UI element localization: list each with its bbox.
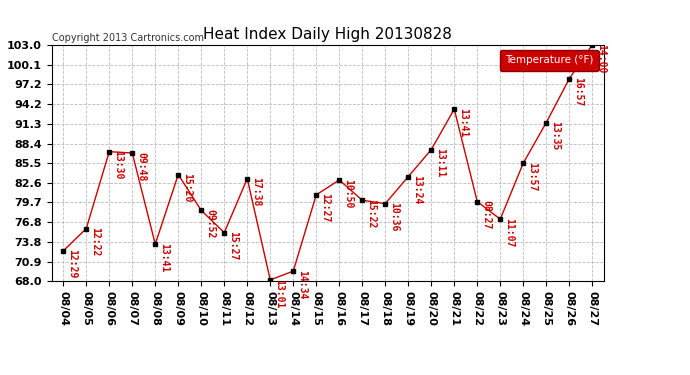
Text: 13:35: 13:35 bbox=[551, 121, 560, 151]
Text: 12:27: 12:27 bbox=[320, 194, 331, 223]
Text: 09:48: 09:48 bbox=[137, 152, 146, 181]
Text: 15:20: 15:20 bbox=[182, 173, 193, 202]
Text: 11:07: 11:07 bbox=[504, 218, 515, 247]
Text: 15:22: 15:22 bbox=[366, 199, 377, 228]
Text: 14:00: 14:00 bbox=[596, 44, 607, 73]
Text: 10:50: 10:50 bbox=[344, 178, 353, 208]
Text: 14:34: 14:34 bbox=[297, 270, 308, 299]
Text: 13:30: 13:30 bbox=[113, 150, 124, 180]
Legend: Temperature (°F): Temperature (°F) bbox=[500, 50, 598, 70]
Text: 08:27: 08:27 bbox=[482, 200, 491, 230]
Text: 16:57: 16:57 bbox=[573, 77, 584, 107]
Text: 13:11: 13:11 bbox=[435, 148, 446, 178]
Text: 13:01: 13:01 bbox=[275, 279, 284, 308]
Text: 13:24: 13:24 bbox=[413, 175, 422, 205]
Text: 13:41: 13:41 bbox=[159, 243, 170, 272]
Text: 10:36: 10:36 bbox=[389, 202, 400, 232]
Text: 12:22: 12:22 bbox=[90, 227, 101, 256]
Title: Heat Index Daily High 20130828: Heat Index Daily High 20130828 bbox=[204, 27, 452, 42]
Text: 09:52: 09:52 bbox=[206, 209, 215, 238]
Text: 15:27: 15:27 bbox=[228, 231, 239, 261]
Text: 13:41: 13:41 bbox=[458, 108, 469, 137]
Text: 12:29: 12:29 bbox=[68, 249, 77, 279]
Text: 13:57: 13:57 bbox=[527, 162, 538, 191]
Text: Copyright 2013 Cartronics.com: Copyright 2013 Cartronics.com bbox=[52, 33, 204, 43]
Text: 17:38: 17:38 bbox=[251, 177, 262, 207]
